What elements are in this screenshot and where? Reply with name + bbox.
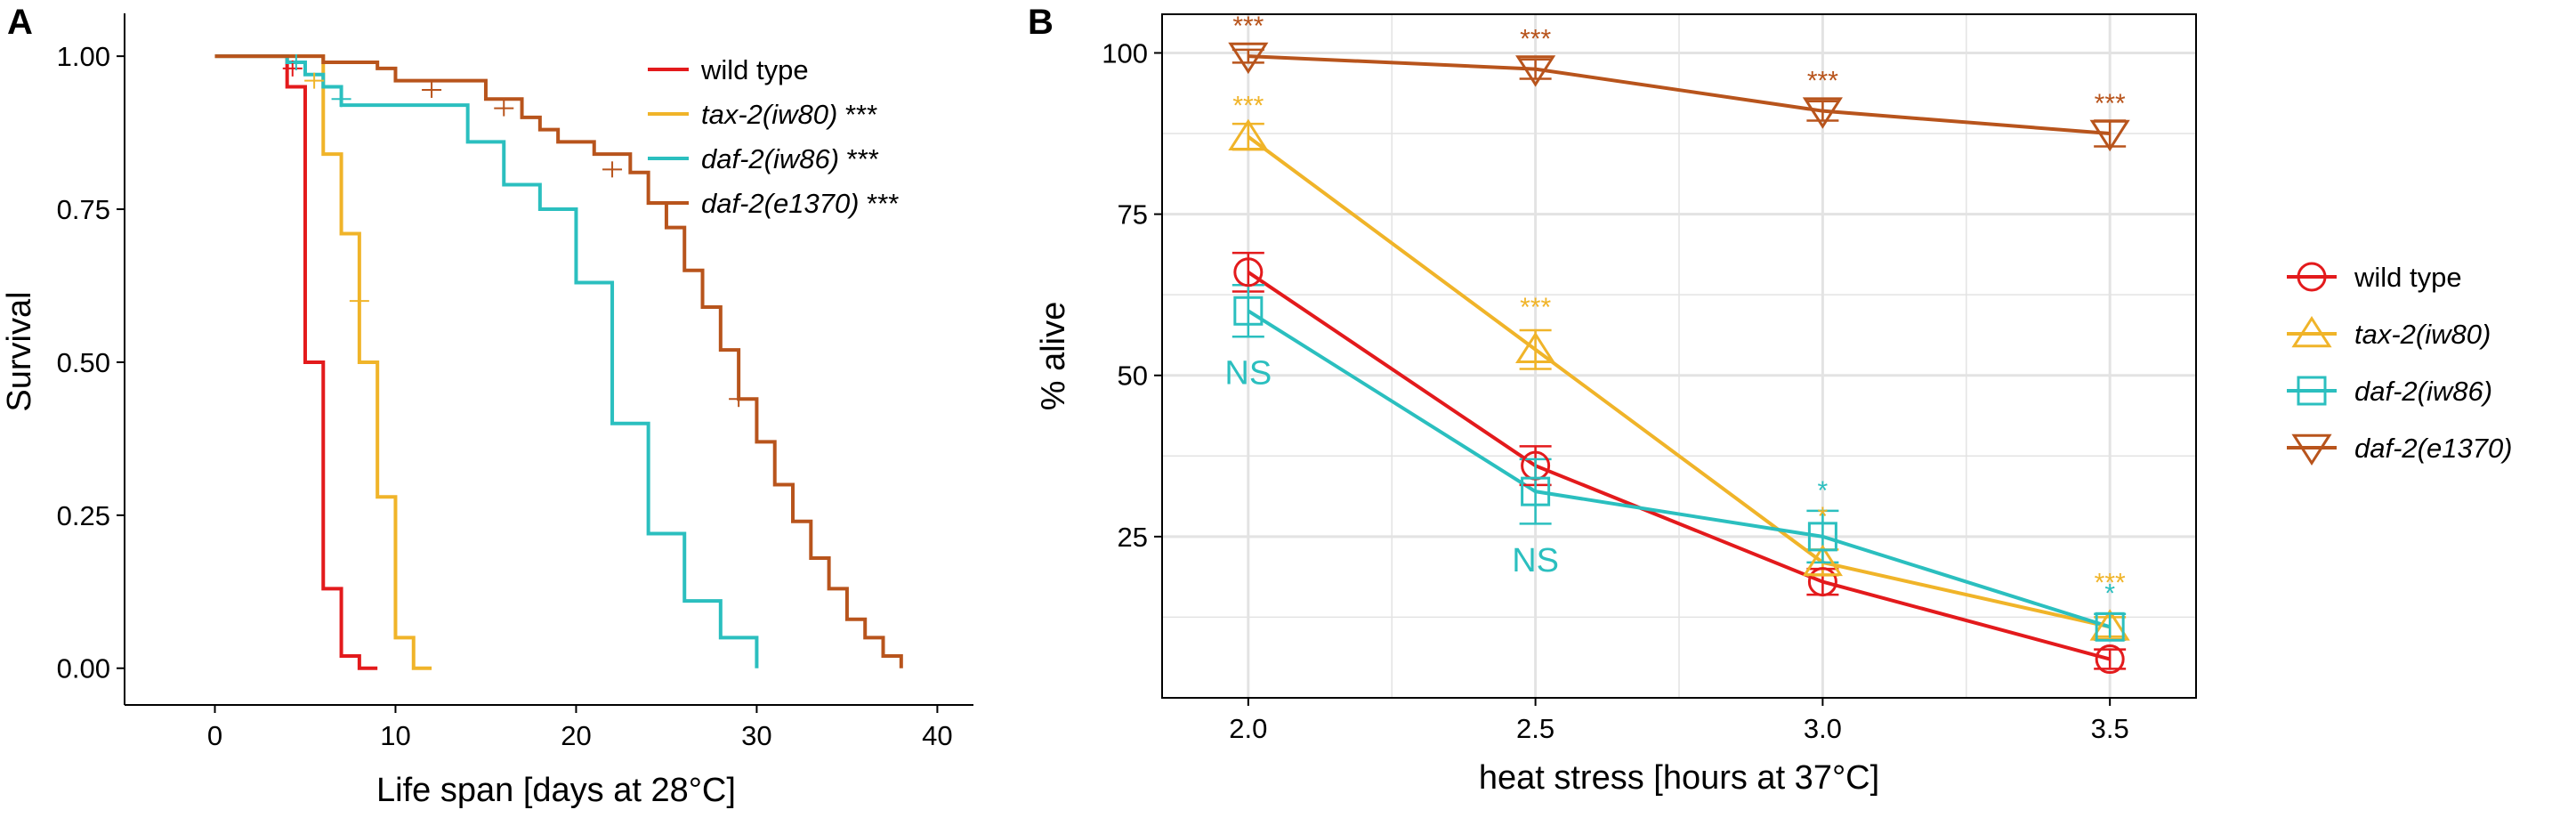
significance-daf2_iw86: *	[1818, 476, 1829, 506]
significance-daf2_e1370: ***	[1232, 12, 1264, 41]
panel-b-y-tick-label: 100	[1102, 37, 1148, 69]
marker-daf2_e1370	[1515, 55, 1556, 87]
survival-curve-daf2_e1370	[214, 54, 903, 668]
significance-daf2_e1370: ***	[1807, 67, 1838, 96]
marker-wild_type	[1233, 257, 1264, 288]
legend-label-daf2_e1370: daf-2(e1370)	[2354, 433, 2513, 464]
panel-b-y-tick-label: 25	[1118, 522, 1148, 553]
legend-marker-wild_type	[2297, 262, 2327, 292]
significance-tax2: ***	[1232, 92, 1264, 121]
significance-tax2: ***	[1520, 293, 1551, 322]
error-bar-daf2_e1370	[1231, 48, 1264, 64]
marker-tax2	[1802, 544, 1843, 577]
legend-label-daf2_iw86: daf-2(iw86) ***	[701, 143, 879, 174]
panel-a: A Survival Life span [days at 28°C] 0.00…	[1, 3, 973, 809]
panel-b-letter: B	[1028, 3, 1054, 42]
marker-daf2_iw86	[1233, 296, 1264, 326]
panel-a-letter: A	[7, 3, 33, 42]
panel-a-x-tick-label: 20	[561, 720, 591, 751]
legend-label-wild_type: wild type	[700, 54, 809, 85]
panel-a-y-tick-label: 0.50	[57, 347, 110, 378]
panel-b-plot-border	[1161, 13, 2197, 699]
legend-label-wild_type: wild type	[2354, 262, 2462, 293]
line-wild_type	[1247, 271, 2111, 661]
panel-b-plot-lines	[1247, 54, 2111, 661]
panel-a-legend: wild type tax-2(iw80) *** daf-2(iw86) *** d…	[648, 54, 899, 219]
panel-b-x-tick-label: 2.0	[1229, 713, 1267, 744]
significance-daf2_e1370: ***	[1520, 25, 1551, 54]
panel-a-x-ticks: 0 10 20 30 40	[207, 705, 953, 751]
panel-a-x-tick-label: 0	[207, 720, 222, 751]
panel-b-x-tick-label: 2.5	[1516, 713, 1554, 744]
panel-b-x-ticks: 2.0 2.5 3.0 3.5	[1229, 698, 2129, 744]
panel-a-plot-lines	[214, 54, 903, 670]
line-daf2_iw86	[1247, 309, 2111, 629]
survival-curve-tax2	[214, 54, 432, 670]
legend-marker-daf2_iw86	[2297, 376, 2327, 406]
panel-b-ylabel: % alive	[1035, 302, 1072, 411]
panel-b-x-tick-label: 3.5	[2091, 713, 2129, 744]
panel-a-y-tick-label: 0.00	[57, 653, 110, 684]
panel-a-y-tick-label: 0.25	[57, 500, 110, 531]
panel-a-y-tick-label: 1.00	[57, 41, 110, 72]
panel-a-y-ticks: 0.00 0.25 0.50 0.75 1.00	[57, 41, 125, 684]
panel-b-x-tick-label: 3.0	[1804, 713, 1842, 744]
marker-tax2	[1228, 118, 1269, 150]
panel-a-censor-marks	[282, 54, 749, 408]
significance-daf2_iw86: *	[2104, 579, 2115, 608]
marker-daf2_iw86	[1521, 476, 1551, 506]
legend-marker-tax2	[2291, 315, 2332, 348]
marker-daf2_e1370	[2089, 119, 2130, 152]
legend-label-tax2: tax-2(iw80)	[2354, 319, 2491, 350]
legend-label-daf2_e1370: daf-2(e1370) ***	[701, 188, 899, 219]
marker-wild_type	[2095, 644, 2125, 675]
line-daf2_e1370	[1248, 54, 2111, 136]
marker-tax2	[1515, 331, 1556, 364]
panel-b-markers	[1228, 42, 2130, 675]
error-bar-daf2_e1370	[1806, 100, 1839, 122]
panel-b-y-ticks: 25 50 75 100	[1102, 37, 1162, 553]
marker-daf2_iw86	[2095, 611, 2125, 642]
panel-b-legend: wild type tax-2(iw80) daf-2(iw86) daf-2(e13…	[2287, 262, 2513, 466]
panel-b-xlabel: heat stress [hours at 37°C]	[1479, 759, 1879, 797]
panel-a-ylabel: Survival	[1, 291, 38, 411]
panel-a-x-tick-label: 40	[922, 720, 952, 751]
error-bar-daf2_e1370	[1519, 58, 1552, 80]
legend-label-daf2_iw86: daf-2(iw86)	[2354, 376, 2492, 407]
significance-tax2: ***	[2095, 568, 2126, 597]
line-tax2	[1247, 135, 2111, 629]
legend-marker-daf2_e1370	[2291, 433, 2332, 466]
marker-daf2_e1370	[1802, 97, 1843, 129]
marker-daf2_iw86	[1807, 522, 1837, 552]
significance-daf2_e1370: ***	[2095, 89, 2126, 118]
significance-daf2_iw86: NS	[1512, 542, 1559, 579]
panel-b-y-tick-label: 50	[1118, 360, 1148, 392]
panel-b-y-tick-label: 75	[1118, 199, 1148, 231]
significance-daf2_iw86: NS	[1224, 354, 1272, 392]
panel-a-x-tick-label: 10	[380, 720, 410, 751]
legend-label-tax2: tax-2(iw80) ***	[701, 99, 877, 130]
survival-curve-wild_type	[214, 54, 378, 670]
panel-a-xlabel: Life span [days at 28°C]	[376, 772, 736, 809]
marker-daf2_e1370	[1228, 42, 1269, 75]
survival-curve-daf2_iw86	[214, 54, 759, 668]
panel-a-x-tick-label: 30	[741, 720, 771, 751]
panel-a-y-tick-label: 0.75	[57, 194, 110, 225]
significance-tax2: *	[1818, 502, 1829, 531]
marker-wild_type	[1807, 567, 1837, 597]
